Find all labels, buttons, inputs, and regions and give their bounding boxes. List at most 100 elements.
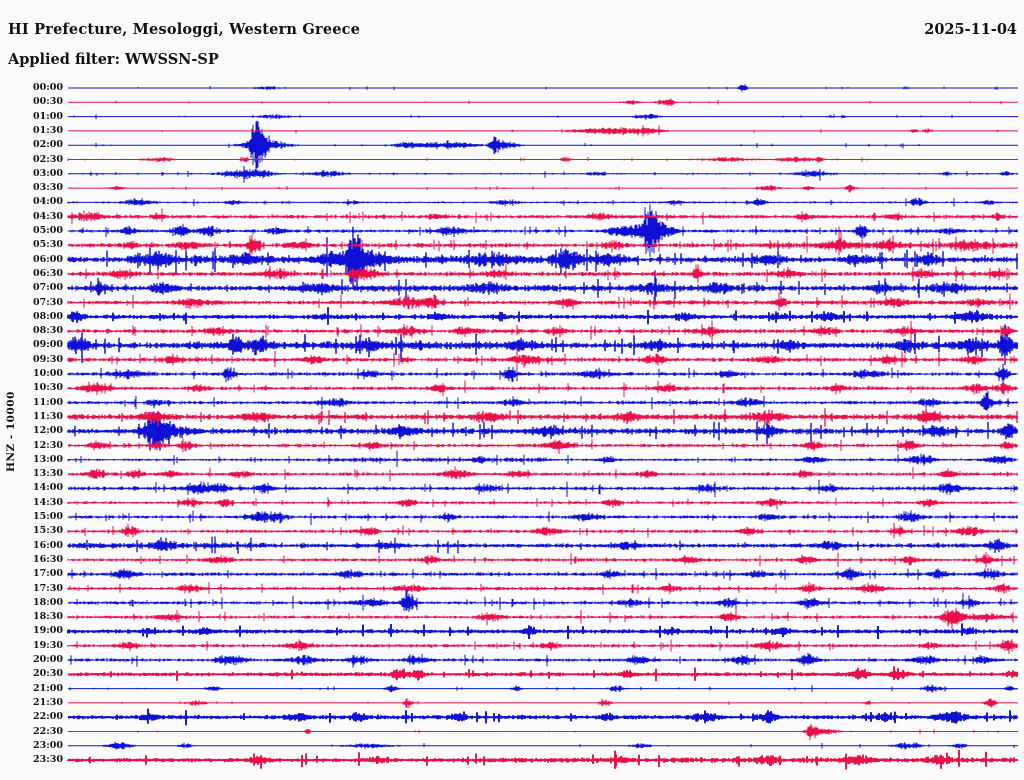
filter-label: Applied filter: WWSSN-SP (8, 51, 219, 68)
trace-row-05:30 (68, 226, 1018, 256)
trace-row-07:00 (67, 270, 1018, 304)
time-label: 06:30 (33, 267, 63, 279)
trace-row-05:00 (68, 204, 1018, 257)
trace-row-17:30 (67, 581, 1018, 595)
time-label: 09:30 (33, 353, 63, 365)
time-label: 19:30 (33, 639, 63, 651)
time-label: 11:30 (33, 410, 63, 422)
trace-row-13:00 (67, 450, 1018, 467)
trace-row-16:00 (67, 536, 1018, 554)
time-label: 05:00 (33, 225, 63, 236)
trace-row-06:30 (67, 264, 1018, 283)
trace-row-02:30 (67, 156, 1018, 163)
trace-row-10:30 (67, 380, 1018, 397)
trace-row-03:00 (68, 166, 1018, 183)
date-label: 2025-11-04 (924, 21, 1017, 38)
trace-row-23:00 (68, 741, 1018, 750)
trace-row-11:00 (67, 391, 1018, 411)
time-label: 17:00 (33, 568, 63, 580)
trace-row-23:30 (67, 749, 1018, 770)
time-label: 19:00 (33, 625, 63, 637)
time-label: 09:00 (33, 339, 63, 351)
trace-row-08:30 (67, 320, 1018, 342)
time-label: 04:00 (33, 196, 63, 208)
time-label: 23:00 (33, 739, 63, 751)
trace-row-19:00 (67, 623, 1018, 639)
trace-row-18:00 (68, 589, 1018, 612)
trace-row-04:30 (67, 208, 1018, 225)
time-label: 22:30 (33, 725, 63, 737)
time-label: 14:30 (33, 496, 63, 508)
trace-row-03:30 (68, 184, 1018, 193)
trace-row-15:00 (68, 510, 1018, 525)
trace-row-19:30 (67, 639, 1018, 654)
time-label: 03:00 (33, 167, 63, 179)
time-label: 13:00 (33, 453, 63, 465)
trace-row-10:00 (67, 363, 1018, 385)
trace-row-12:00 (67, 411, 1018, 451)
time-label: 14:00 (33, 482, 63, 494)
trace-row-20:00 (67, 652, 1018, 668)
time-label: 08:00 (33, 310, 63, 322)
trace-row-09:30 (67, 346, 1018, 373)
trace-row-01:30 (68, 125, 1018, 137)
time-label: 18:00 (33, 596, 63, 608)
trace-row-06:00 (67, 226, 1018, 287)
trace-row-16:30 (67, 551, 1018, 568)
time-label: 20:30 (33, 668, 63, 680)
trace-row-01:00 (68, 113, 1018, 120)
time-label: 03:30 (33, 182, 63, 194)
time-label: 05:30 (33, 239, 63, 251)
time-label: 07:00 (33, 282, 63, 294)
trace-row-11:30 (67, 408, 1018, 427)
time-label: 18:30 (33, 611, 63, 623)
trace-row-21:00 (68, 684, 1018, 693)
time-label: 07:30 (33, 296, 63, 308)
trace-row-14:30 (67, 497, 1018, 510)
time-label: 08:30 (33, 325, 63, 337)
trace-row-17:00 (67, 567, 1018, 581)
trace-row-04:00 (67, 197, 1018, 207)
trace-row-13:30 (68, 466, 1018, 482)
time-label: 16:30 (33, 553, 63, 565)
time-label: 12:00 (33, 425, 63, 437)
time-label: 13:30 (33, 468, 63, 480)
time-label: 02:00 (33, 139, 63, 151)
trace-row-22:00 (68, 708, 1018, 726)
trace-row-00:30 (68, 98, 1018, 107)
time-label: 23:30 (33, 754, 63, 766)
trace-row-02:00 (68, 120, 1018, 172)
time-label: 11:00 (33, 396, 63, 408)
time-label: 10:30 (33, 382, 63, 394)
trace-row-09:00 (67, 324, 1018, 365)
station-title: HI Prefecture, Mesologgi, Western Greece (8, 21, 361, 38)
time-label: 06:00 (33, 253, 63, 265)
time-label: 16:00 (33, 539, 63, 551)
time-label: 17:30 (33, 582, 63, 594)
trace-row-15:30 (67, 522, 1018, 539)
trace-row-00:00 (68, 84, 1018, 92)
time-label: 01:30 (33, 124, 63, 136)
trace-row-12:30 (68, 438, 1018, 454)
trace-row-20:30 (68, 666, 1018, 682)
trace-row-21:30 (68, 698, 1018, 709)
time-label: 15:30 (33, 525, 63, 537)
trace-row-07:30 (67, 292, 1018, 311)
trace-row-08:00 (67, 307, 1018, 325)
trace-row-14:00 (68, 479, 1018, 498)
time-label: 12:30 (33, 439, 63, 451)
time-label: 22:00 (33, 711, 63, 723)
time-label: 21:30 (33, 696, 63, 708)
time-label: 02:30 (33, 153, 63, 165)
time-label: 10:00 (33, 368, 63, 379)
trace-row-22:30 (68, 724, 1018, 741)
time-label: 15:00 (33, 511, 63, 522)
time-label: 01:00 (33, 110, 63, 122)
time-label: 21:00 (33, 682, 63, 694)
time-label: 20:00 (33, 654, 63, 665)
time-label: 00:30 (33, 96, 63, 108)
time-label: 00:00 (33, 82, 63, 93)
time-label: 04:30 (33, 210, 63, 222)
